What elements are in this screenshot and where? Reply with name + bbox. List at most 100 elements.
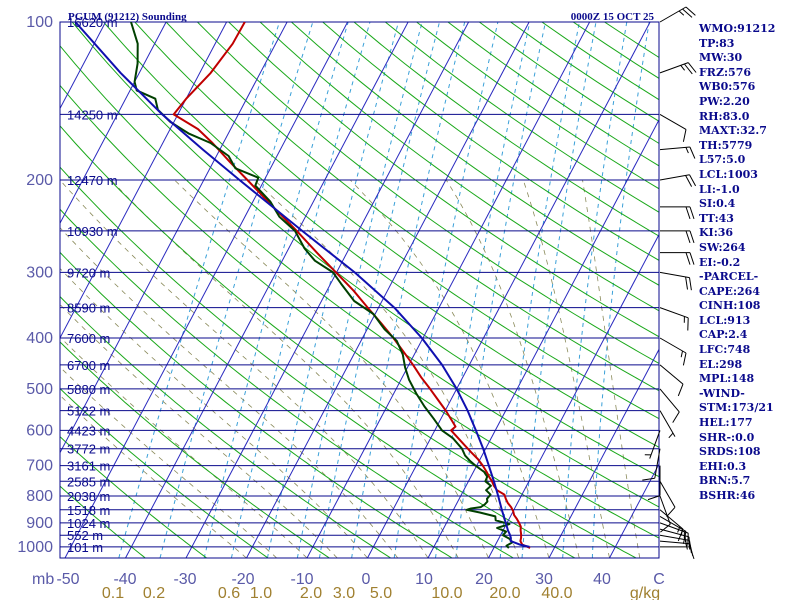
wind-barb-staff bbox=[649, 430, 661, 459]
isotherm-line bbox=[367, 22, 651, 558]
wind-barb-flag bbox=[687, 62, 697, 73]
moist-adiabat-line bbox=[522, 179, 610, 558]
wind-barb bbox=[660, 206, 695, 220]
mixing-ratio-label: 20.0 bbox=[489, 585, 520, 600]
sounding-index-entry: MPL:148 bbox=[699, 372, 755, 386]
wind-barb bbox=[659, 113, 687, 142]
wind-barb-flag bbox=[677, 383, 684, 397]
mixing-ratio-label: 3.0 bbox=[333, 585, 355, 600]
axis-labels: 16620 m 14250 m 12470 m 10930 m 9720 m 8590 m… bbox=[17, 14, 664, 600]
sounding-index-entry: SW:264 bbox=[699, 240, 746, 254]
sounding-index-entry: WB0:576 bbox=[699, 80, 756, 94]
wind-barb-staff bbox=[659, 364, 684, 385]
isotherm-line bbox=[427, 118, 659, 558]
temperature-tick-label: 20 bbox=[475, 571, 493, 588]
wind-barb-flag bbox=[685, 175, 693, 187]
temperature-tick-label: 40 bbox=[593, 571, 611, 588]
parcel-trace bbox=[74, 22, 530, 548]
height-label: 6700 m bbox=[67, 358, 110, 373]
wind-barb-staff bbox=[659, 481, 676, 508]
height-label: 3161 m bbox=[67, 459, 110, 474]
sounding-index-entry: CAPE:264 bbox=[699, 284, 760, 298]
height-label: 101 m bbox=[67, 540, 103, 555]
sounding-index-entry: MAXT:32.7 bbox=[699, 124, 767, 138]
dry-adiabat-line bbox=[60, 45, 659, 508]
station-title: PGUM (91212) Sounding bbox=[68, 11, 187, 23]
isotherm-line bbox=[488, 233, 659, 558]
wind-barb-staff bbox=[659, 62, 689, 74]
wind-barb-flag bbox=[685, 230, 691, 244]
wind-barb-flag bbox=[689, 277, 692, 291]
sounding-index-entry: SRDS:108 bbox=[699, 445, 761, 459]
wind-barb-flag bbox=[642, 477, 655, 481]
temperature-trace bbox=[172, 22, 531, 549]
sounding-index-entry: SI:0.4 bbox=[699, 197, 736, 211]
wind-barb-half-flag bbox=[680, 64, 685, 71]
height-label: 4423 m bbox=[67, 423, 110, 438]
wind-barb-staff bbox=[659, 174, 690, 181]
dry-adiabat-line bbox=[60, 341, 330, 558]
dry-adiabat-line bbox=[197, 22, 659, 365]
dry-adiabat-line bbox=[259, 22, 659, 312]
wind-barb-flag bbox=[685, 206, 691, 220]
wind-barb bbox=[659, 410, 676, 439]
dewpoint-trace bbox=[130, 22, 514, 549]
temperature-tick-label: -40 bbox=[113, 571, 136, 588]
sounding-index-entry: HEL:177 bbox=[699, 416, 753, 430]
moist-adiabat-line bbox=[60, 179, 429, 558]
sounding-index-entry: PW:2.20 bbox=[699, 94, 750, 108]
mixing-ratio-line bbox=[393, 22, 499, 558]
sounding-index-entry: KI:36 bbox=[699, 226, 734, 240]
wind-barb-flag bbox=[685, 276, 688, 290]
mixing-ratio-line bbox=[499, 22, 580, 558]
dry-adiabat-line bbox=[291, 22, 659, 286]
moist-adiabat-line bbox=[110, 179, 459, 558]
height-label: 2038 m bbox=[67, 489, 110, 504]
wind-barb-staff bbox=[659, 509, 684, 530]
moist-adiabat-line bbox=[445, 179, 580, 558]
mixing-ratio-label: 0.2 bbox=[143, 585, 165, 600]
temperature-unit-label: C bbox=[653, 571, 665, 588]
mixing-ratio-line bbox=[351, 22, 466, 558]
height-label: 7600 m bbox=[67, 331, 110, 346]
height-label: 1024 m bbox=[67, 516, 110, 531]
temperature-tick-label: -50 bbox=[56, 571, 79, 588]
wind-barb bbox=[647, 465, 661, 501]
sounding-traces bbox=[74, 22, 531, 549]
mixing-ratio-line bbox=[159, 22, 314, 558]
sounding-index-entry: LFC:748 bbox=[699, 343, 751, 357]
wind-barb bbox=[644, 430, 661, 459]
mixing-ratio-line bbox=[266, 22, 399, 558]
temperature-tick-label: -30 bbox=[173, 571, 196, 588]
mixing-ratio-label: 10.0 bbox=[431, 585, 462, 600]
wind-barb-flag bbox=[682, 531, 687, 544]
wind-barb-staff bbox=[659, 337, 687, 354]
dry-adiabats bbox=[60, 22, 659, 558]
wind-barb-staff bbox=[659, 113, 687, 130]
dry-adiabat-line bbox=[60, 295, 391, 558]
wind-barb bbox=[659, 146, 696, 159]
wind-barb-flag bbox=[689, 540, 692, 553]
height-label: 8590 m bbox=[67, 301, 110, 316]
wind-barb-flag bbox=[647, 495, 661, 501]
sounding-time: 0000Z 15 OCT 25 bbox=[571, 11, 655, 23]
dry-adiabat-line bbox=[165, 22, 659, 392]
height-label: 14250 m bbox=[67, 107, 118, 122]
dry-adiabat-line bbox=[60, 125, 637, 558]
wind-barb-flag bbox=[688, 536, 691, 550]
wind-barb-staff bbox=[654, 448, 661, 479]
wind-barb-staff bbox=[659, 271, 690, 279]
pressure-tick-label: 600 bbox=[26, 422, 53, 439]
isotherm-line bbox=[64, 22, 349, 558]
wind-barb bbox=[659, 481, 676, 518]
dry-adiabat-line bbox=[322, 22, 659, 261]
wind-barb-staff bbox=[659, 410, 676, 437]
dry-adiabat-line bbox=[60, 251, 453, 558]
sounding-index-entry: SHR-:0.0 bbox=[699, 430, 755, 444]
sounding-index-entry: TP:83 bbox=[699, 36, 735, 50]
sounding-index-entry: LCL:913 bbox=[699, 313, 751, 327]
pressure-tick-label: 800 bbox=[26, 488, 53, 505]
sounding-index-entry: EHI:0.3 bbox=[699, 459, 747, 473]
temperature-tick-label: 30 bbox=[535, 571, 553, 588]
